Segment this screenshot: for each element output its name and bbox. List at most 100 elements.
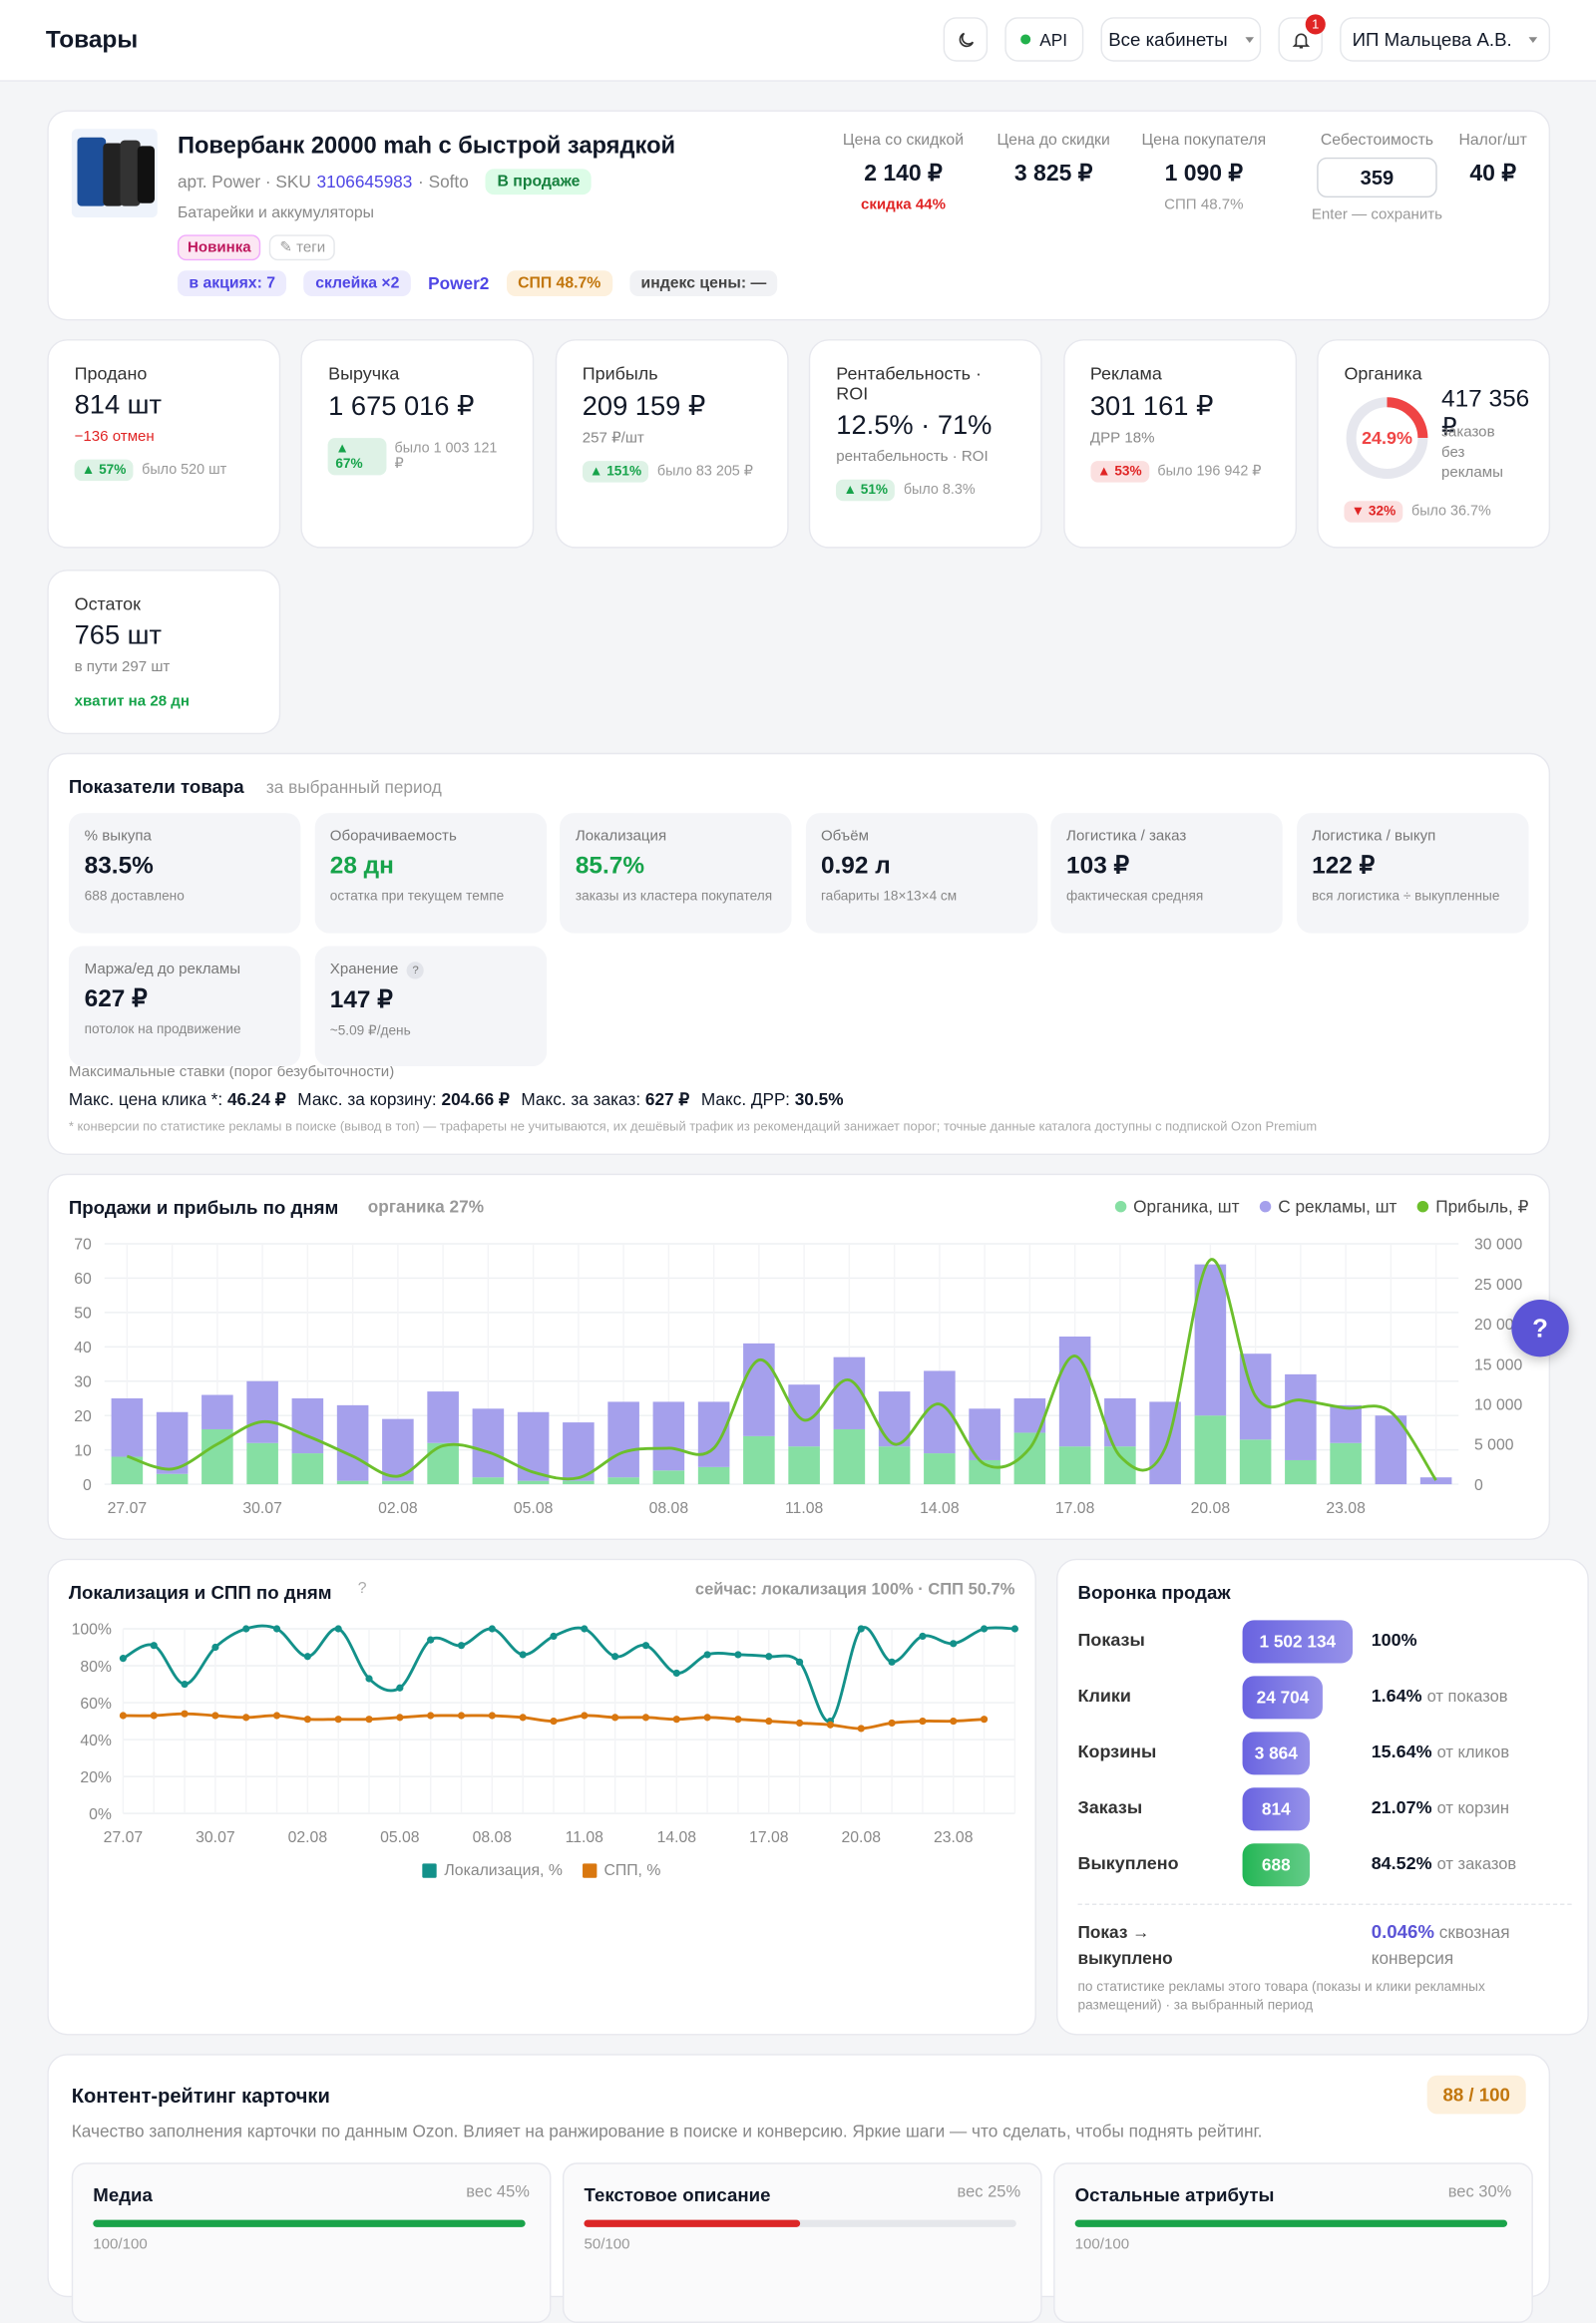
trend-was: было 520 шт (142, 462, 227, 479)
chip: СПП 48.7% (506, 270, 612, 297)
point (211, 1712, 219, 1720)
trend-badge: ▼ 32% (1344, 501, 1403, 523)
kpi-sub: −136 отмен (74, 428, 155, 446)
funnel-label: Клики (1077, 1686, 1131, 1707)
tag[interactable]: ✎ теги (269, 234, 336, 261)
cost-input[interactable]: 359 (1317, 157, 1437, 198)
point (150, 1642, 158, 1650)
notifications[interactable]: 1 (1278, 14, 1326, 62)
price-block: Цена со скидкой 2 140 ₽ скидка 44% (817, 132, 989, 213)
bar (517, 1411, 550, 1481)
bid-label: Макс. за корзину: (297, 1089, 437, 1110)
point (427, 1636, 435, 1644)
kpi-title: Прибыль (582, 363, 658, 384)
price-value: 1 090 ₽ (1164, 162, 1244, 187)
point (641, 1642, 650, 1650)
bar (1239, 1439, 1272, 1485)
funnel-label: Корзины (1077, 1742, 1157, 1762)
bar (156, 1411, 189, 1474)
x-tick-label: 20.08 (842, 1829, 882, 1846)
kpi-card: Выручка 1 675 016 ₽ ▲ 67% было 1 003 121 ₽ (300, 339, 535, 549)
y2-tick-label: 15 000 (1474, 1356, 1522, 1373)
bids-title: Максимальные ставки (порог безубыточност… (68, 1063, 395, 1081)
legend: Органика, шт С рекламы, шт Прибыль, ₽ (1114, 1197, 1529, 1217)
y-tick-label: 70 (74, 1237, 92, 1254)
price-label: Цена до скидки (997, 132, 1110, 150)
tile-note: габариты 18×13×4 см (820, 889, 958, 905)
point (734, 1651, 742, 1659)
theme-toggle[interactable] (943, 17, 989, 62)
caret (1244, 36, 1254, 43)
tile-value: 147 ₽ (329, 985, 393, 1013)
point (272, 1712, 281, 1720)
localization-chart-panel: Локализация и СПП по дням ? сейчас: лока… (47, 1558, 1036, 2036)
point (857, 1725, 865, 1733)
tile-label-row: % выкупа (85, 827, 285, 844)
kpi-sub: 257 ₽/шт (582, 429, 644, 447)
point (519, 1714, 527, 1722)
x-tick-label: 08.08 (649, 1500, 689, 1517)
tile-label: Маржа/ед до рекламы (84, 960, 241, 978)
trend-badge: ▲ 53% (1089, 461, 1149, 483)
rate-note: от кликов (1436, 1744, 1510, 1762)
tag[interactable]: Новинка (177, 234, 261, 261)
x-tick-label: 14.08 (657, 1829, 697, 1846)
chip: в акциях: 7 (177, 270, 287, 297)
category: Батарейки и аккумуляторы (177, 204, 375, 222)
rating-weight: вес 45% (466, 2183, 530, 2201)
point (796, 1719, 804, 1728)
cabinet-select[interactable]: Все кабинеты (1100, 17, 1262, 62)
chart-subtitle: органика 27% (367, 1196, 485, 1217)
bar (1194, 1415, 1227, 1485)
x-tick-label: 27.07 (108, 1500, 147, 1517)
price-note: СПП 48.7% (1164, 195, 1244, 213)
bar (697, 1466, 730, 1485)
help-hint[interactable]: ? (357, 1580, 367, 1598)
y2-tick-label: 5 000 (1474, 1437, 1514, 1454)
kpi-title: Выручка (328, 363, 400, 384)
point (765, 1717, 773, 1726)
trend-was: было 83 205 ₽ (656, 463, 753, 480)
hint[interactable]: ? (407, 962, 425, 979)
help-button[interactable]: ? (1511, 1299, 1569, 1357)
point (703, 1651, 711, 1659)
user-menu[interactable]: ИП Мальцева А.В. (1340, 17, 1551, 62)
metric-tile: Логистика / заказ 103 ₽ фактическая средня… (1050, 813, 1283, 934)
api-status[interactable]: API (1004, 17, 1084, 62)
bar (427, 1391, 459, 1443)
point (119, 1712, 127, 1720)
point (334, 1716, 342, 1724)
point (303, 1653, 311, 1661)
legend-label: Локализация, % (444, 1861, 563, 1880)
bar (1149, 1401, 1181, 1485)
point (611, 1653, 619, 1661)
legend-swatch (582, 1863, 598, 1878)
tile-label: Логистика / выкуп (1312, 827, 1436, 845)
y-tick-label: 30 (74, 1373, 92, 1390)
point (611, 1714, 619, 1722)
bar (743, 1435, 775, 1485)
trend-badge: ▲ 57% (74, 459, 134, 482)
point (919, 1632, 927, 1640)
kpi-sub: рентабельность · ROI (836, 448, 989, 466)
sku[interactable]: 3106645983 (316, 172, 413, 193)
price-label: Себестоимость (1320, 132, 1434, 150)
tile-note: потолок на продвижение (84, 1021, 241, 1038)
price-label: Налог/шт (1458, 132, 1527, 150)
kpi-title: Реклама (1089, 363, 1162, 384)
sales-chart-panel: Продажи и прибыль по дням органика 27% О… (47, 1173, 1551, 1541)
tile-label-row: Маржа/ед до рекламы (85, 961, 285, 977)
kpi-value: 1 675 016 ₽ (328, 392, 475, 423)
kpi-value: 12.5% · 71% (836, 410, 993, 441)
bar (1285, 1373, 1317, 1460)
panel-title: Воронка продаж (1077, 1581, 1231, 1604)
line (122, 1624, 1015, 1724)
summary-label: Показ → выкуплено (1077, 1922, 1173, 1969)
bid-value: 46.24 ₽ (226, 1089, 286, 1110)
panel-title: Контент-рейтинг карточки (71, 2084, 330, 2108)
kpi-card: Органика 24.9% 417 356 ₽ заказов без реклам… (1317, 339, 1551, 549)
point (550, 1717, 558, 1726)
